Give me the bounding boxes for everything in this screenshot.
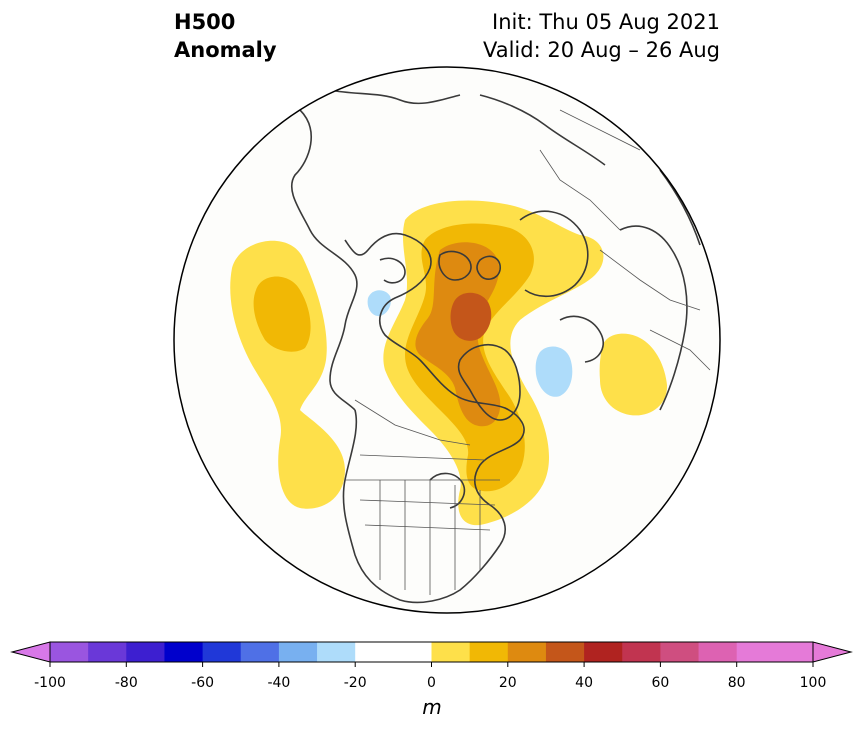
coastlines	[290, 89, 701, 604]
map-boundary	[173, 66, 721, 614]
colorbar-segment	[736, 642, 776, 662]
positive-anomaly-north-pacific	[230, 240, 345, 509]
colorbar-segment	[774, 642, 814, 662]
colorbar-segment	[202, 642, 242, 662]
colorbar-segment	[278, 642, 318, 662]
variable-label: H500	[174, 10, 236, 34]
init-date-label: Init: Thu 05 Aug 2021	[492, 10, 720, 34]
colorbar-segment	[393, 642, 432, 662]
colorbar-tick-label: 40	[575, 675, 594, 691]
colorbar-tick-label: -60	[191, 675, 215, 691]
colorbar-segment	[355, 642, 394, 662]
colorbar-tick-label: -100	[34, 675, 66, 691]
date-info: Init: Thu 05 Aug 2021 Valid: 20 Aug – 26…	[483, 8, 720, 64]
colorbar-segment	[469, 642, 509, 662]
colorbar-segment	[584, 642, 623, 662]
colorbar-segment	[88, 642, 127, 662]
colorbar-tick-label: 60	[651, 675, 670, 691]
colorbar-segment	[622, 642, 661, 662]
positive-anomaly-arctic-greenland	[383, 200, 604, 526]
colorbar-extend-high	[812, 641, 853, 663]
colorbar-segment	[240, 642, 280, 662]
negative-anomaly-north-atlantic	[535, 346, 573, 397]
colorbar-segment	[545, 642, 585, 662]
colorbar-segment	[698, 642, 738, 662]
colorbar-segment	[431, 642, 471, 662]
negative-anomaly-bering-sea	[367, 290, 391, 317]
colorbar-unit-label: m	[422, 695, 442, 719]
colorbar-tick-label: 80	[727, 675, 746, 691]
colorbar-tick-label: -80	[114, 675, 138, 691]
colorbar-segment	[50, 642, 89, 662]
colorbar-tick-label: -20	[343, 675, 367, 691]
colorbar-segment	[317, 642, 356, 662]
colorbar-segment	[660, 642, 700, 662]
positive-anomaly-europe	[599, 333, 668, 416]
colorbar-tick-label: 20	[498, 675, 517, 691]
colorbar-tick-label: 0	[427, 675, 436, 691]
colorbar-tick-label: -40	[267, 675, 291, 691]
valid-date-label: Valid: 20 Aug – 26 Aug	[482, 38, 720, 62]
political-borders	[345, 109, 711, 595]
colorbar-tick-label: 100	[799, 675, 827, 691]
colorbar-segment	[126, 642, 165, 662]
field-label: Anomaly	[174, 38, 277, 62]
colorbar-segment	[507, 642, 547, 662]
map-title: H500 Anomaly	[174, 8, 277, 64]
colorbar-extend-low	[10, 641, 51, 663]
colorbar-segment	[164, 642, 204, 662]
